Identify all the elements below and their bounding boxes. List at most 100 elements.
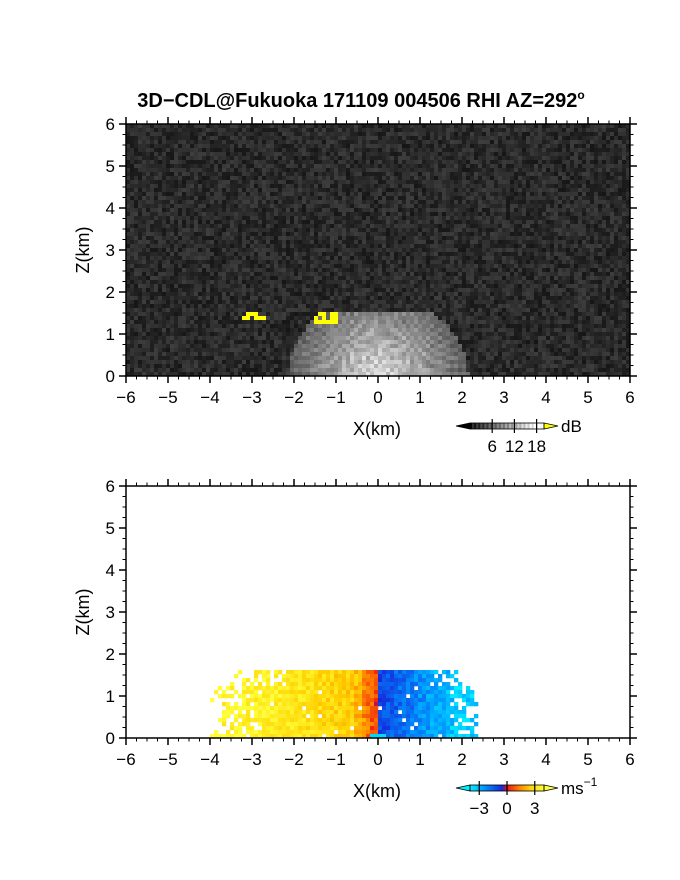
reflectivity-cell xyxy=(174,208,179,213)
reflectivity-cell xyxy=(234,276,239,281)
reflectivity-cell xyxy=(274,192,279,197)
reflectivity-cell xyxy=(426,228,431,233)
reflectivity-cell xyxy=(342,136,347,141)
reflectivity-cell xyxy=(186,244,191,249)
reflectivity-cell xyxy=(482,156,487,161)
reflectivity-plot-area xyxy=(126,124,631,377)
reflectivity-cell xyxy=(130,180,135,185)
reflectivity-cell xyxy=(526,156,531,161)
reflectivity-cell xyxy=(550,220,555,225)
reflectivity-cell xyxy=(206,264,211,269)
reflectivity-cell xyxy=(458,252,463,257)
reflectivity-cell xyxy=(418,276,423,281)
reflectivity-cell xyxy=(458,140,463,145)
reflectivity-cell xyxy=(242,204,247,209)
reflectivity-cell xyxy=(498,168,503,173)
reflectivity-cell xyxy=(134,204,139,209)
reflectivity-cell xyxy=(234,160,239,165)
reflectivity-cell xyxy=(326,232,331,237)
reflectivity-cell xyxy=(218,228,223,233)
reflectivity-cell xyxy=(282,264,287,269)
reflectivity-cell xyxy=(434,172,439,177)
reflectivity-cell xyxy=(406,124,411,129)
reflectivity-cell xyxy=(306,200,311,205)
reflectivity-cell xyxy=(158,252,163,257)
reflectivity-cell xyxy=(158,124,163,129)
reflectivity-cell xyxy=(574,272,579,277)
reflectivity-cell xyxy=(426,196,431,201)
reflectivity-cell xyxy=(238,124,243,129)
reflectivity-cell xyxy=(486,200,491,205)
reflectivity-cell xyxy=(230,168,235,173)
reflectivity-cell xyxy=(366,240,371,245)
reflectivity-cell xyxy=(422,172,427,177)
reflectivity-cell xyxy=(474,172,479,177)
reflectivity-cell xyxy=(386,144,391,149)
reflectivity-cell xyxy=(142,256,147,261)
reflectivity-cell xyxy=(334,168,339,173)
reflectivity-cell xyxy=(390,264,395,269)
reflectivity-cell xyxy=(594,244,599,249)
reflectivity-cell xyxy=(226,224,231,229)
reflectivity-cell xyxy=(478,212,483,217)
reflectivity-cell xyxy=(542,168,547,173)
reflectivity-cell xyxy=(578,152,583,157)
reflectivity-cell xyxy=(450,240,455,245)
reflectivity-cell xyxy=(482,136,487,141)
reflectivity-cell xyxy=(126,240,131,245)
reflectivity-cell xyxy=(614,224,619,229)
reflectivity-cell xyxy=(178,156,183,161)
reflectivity-cell xyxy=(350,208,355,213)
reflectivity-cell xyxy=(270,176,275,181)
reflectivity-cell xyxy=(558,196,563,201)
reflectivity-cell xyxy=(238,152,243,157)
reflectivity-cell xyxy=(134,160,139,165)
reflectivity-cell xyxy=(218,272,223,277)
reflectivity-cell xyxy=(522,144,527,149)
reflectivity-cell xyxy=(322,232,327,237)
reflectivity-cell xyxy=(474,192,479,197)
reflectivity-cell xyxy=(270,136,275,141)
reflectivity-cell xyxy=(294,264,299,269)
reflectivity-cell xyxy=(246,180,251,185)
reflectivity-cell xyxy=(214,224,219,229)
reflectivity-cell xyxy=(338,244,343,249)
reflectivity-cell xyxy=(126,132,131,137)
reflectivity-cell xyxy=(218,236,223,241)
reflectivity-cell xyxy=(522,224,527,229)
reflectivity-cell xyxy=(286,148,291,153)
reflectivity-cell xyxy=(374,176,379,181)
reflectivity-cell xyxy=(390,212,395,217)
reflectivity-cell xyxy=(150,264,155,269)
reflectivity-cell xyxy=(342,248,347,253)
reflectivity-cell xyxy=(398,184,403,189)
reflectivity-cell xyxy=(326,128,331,133)
reflectivity-cell xyxy=(238,236,243,241)
reflectivity-cell xyxy=(410,236,415,241)
reflectivity-cell xyxy=(522,124,527,129)
reflectivity-cell xyxy=(294,208,299,213)
reflectivity-cell xyxy=(334,248,339,253)
reflectivity-cell xyxy=(422,252,427,257)
reflectivity-cell xyxy=(242,188,247,193)
reflectivity-cell xyxy=(202,160,207,165)
reflectivity-cell xyxy=(278,148,283,153)
reflectivity-cell xyxy=(210,196,215,201)
reflectivity-cell xyxy=(462,160,467,165)
reflectivity-cell xyxy=(626,124,631,129)
reflectivity-cell xyxy=(550,232,555,237)
reflectivity-cell xyxy=(442,260,447,265)
reflectivity-cell xyxy=(330,128,335,133)
reflectivity-cell xyxy=(302,252,307,257)
reflectivity-cell xyxy=(478,188,483,193)
reflectivity-cell xyxy=(202,264,207,269)
reflectivity-cell xyxy=(458,156,463,161)
reflectivity-cell xyxy=(386,232,391,237)
reflectivity-cell xyxy=(510,216,515,221)
reflectivity-cell xyxy=(354,256,359,261)
reflectivity-cell xyxy=(154,228,159,233)
reflectivity-cell xyxy=(506,124,511,129)
reflectivity-cell xyxy=(626,152,631,157)
reflectivity-cell xyxy=(310,172,315,177)
reflectivity-cell xyxy=(206,200,211,205)
